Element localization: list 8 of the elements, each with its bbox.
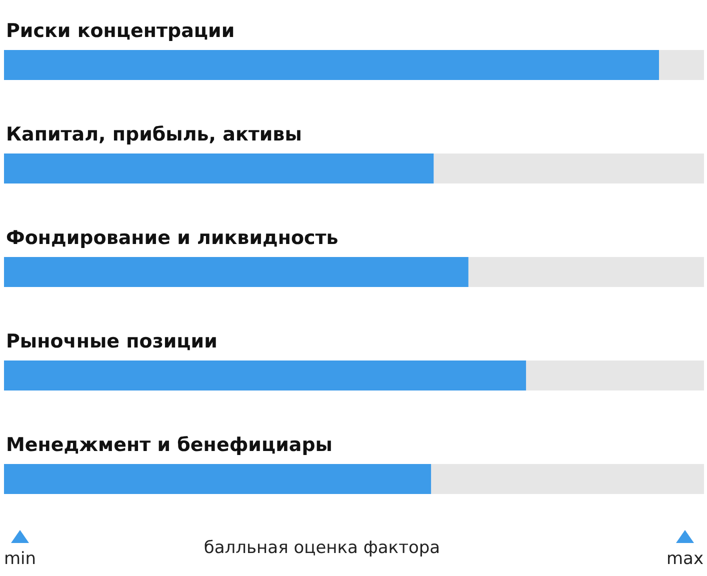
y-tick-label: Фондирование и ликвидность xyxy=(6,227,338,249)
text: min xyxy=(4,549,36,569)
y-tick-label: Рыночные позиции xyxy=(6,330,218,352)
text: max xyxy=(666,549,704,569)
x-axis-title: балльная оценка фактора xyxy=(204,538,440,558)
y-tick-label: Риски концентрации xyxy=(6,20,235,42)
y-tick-label: Капитал, прибыль, активы xyxy=(6,124,302,146)
y-tick-label: Менеджмент и бенефициары xyxy=(6,434,332,456)
